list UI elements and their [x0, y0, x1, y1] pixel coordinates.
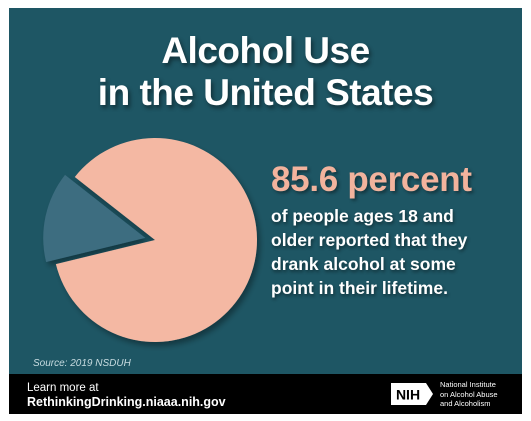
infographic-card: Alcohol Use in the United States 85.6 pe…: [9, 8, 522, 414]
stat-line-1: of people ages 18 and: [271, 206, 454, 226]
footer-bar: Learn more at RethinkingDrinking.niaaa.n…: [9, 374, 522, 414]
pie-slice-2: [43, 174, 146, 263]
stat-headline: 85.6 percent: [271, 160, 472, 199]
title-line-2: in the United States: [97, 72, 434, 113]
stat-line-4: point in their lifetime.: [271, 278, 448, 298]
nih-logo-text: NIH: [396, 387, 420, 403]
source-note: Source: 2019 NSDUH: [33, 358, 131, 369]
title-line-1: Alcohol Use: [161, 30, 370, 71]
institute-name: National Institute on Alcohol Abuse and …: [440, 380, 498, 409]
stat-line-2: older reported that they: [271, 230, 468, 250]
learn-more-label: Learn more at: [27, 382, 99, 394]
institute-line-3: and Alcoholism: [440, 399, 491, 408]
page-title: Alcohol Use in the United States: [9, 30, 522, 114]
pie-slice-1: [55, 137, 258, 342]
pie-chart: [43, 137, 258, 342]
institute-line-2: on Alcohol Abuse: [440, 389, 498, 399]
nih-logo-icon: NIH: [391, 383, 433, 405]
stat-description: of people ages 18 and older reported tha…: [271, 204, 511, 300]
institute-line-1: National Institute: [440, 380, 496, 389]
stat-line-3: drank alcohol at some: [271, 254, 456, 274]
website-link[interactable]: RethinkingDrinking.niaaa.nih.gov: [27, 395, 226, 409]
learn-more: Learn more at RethinkingDrinking.niaaa.n…: [27, 381, 226, 409]
